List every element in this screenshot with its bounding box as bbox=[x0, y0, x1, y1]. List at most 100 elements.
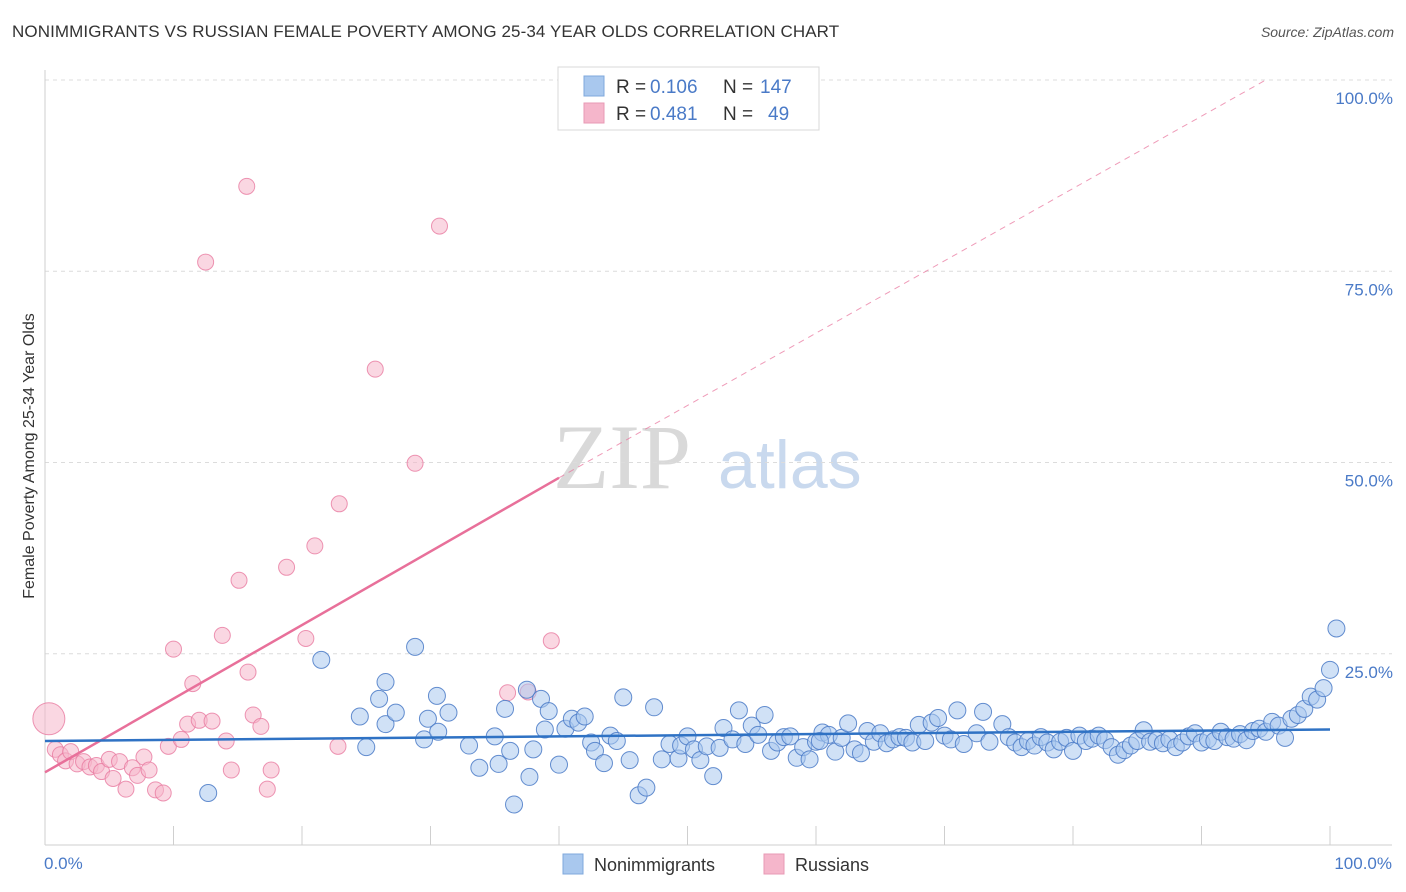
nonimmigrants-point bbox=[350, 707, 369, 726]
russians-point bbox=[430, 217, 448, 235]
russians-point bbox=[258, 780, 276, 798]
russians-points bbox=[32, 177, 560, 802]
nonimmigrants-point bbox=[839, 714, 858, 733]
nonimmigrants-point bbox=[620, 751, 639, 770]
source-label: Source: ZipAtlas.com bbox=[1260, 24, 1394, 40]
nonimmigrants-point bbox=[199, 783, 218, 802]
nonimmigrants-point bbox=[520, 767, 539, 786]
nonimmigrants-point bbox=[916, 731, 935, 750]
nonimmigrants-point bbox=[851, 744, 870, 763]
nonimmigrants-point bbox=[954, 735, 973, 754]
legend-n-label-2: N = bbox=[723, 104, 753, 125]
russians-point bbox=[32, 702, 66, 736]
nonimmigrants-point bbox=[370, 689, 389, 708]
russians-point bbox=[140, 761, 158, 779]
nonimmigrants-points bbox=[199, 619, 1346, 814]
nonimmigrants-point bbox=[755, 705, 774, 724]
x-tick-label-min: 0.0% bbox=[44, 854, 83, 873]
nonimmigrants-point bbox=[974, 702, 993, 721]
gridlines bbox=[45, 79, 1392, 655]
nonimmigrants-point bbox=[376, 673, 395, 692]
legend-n-value-2: 49 bbox=[768, 104, 789, 125]
russians-point bbox=[306, 537, 324, 555]
russians-point bbox=[499, 684, 517, 702]
series-legend-swatch-nonimmigrants bbox=[562, 853, 584, 875]
nonimmigrants-point bbox=[415, 730, 434, 749]
y-tick-labels: 25.0% 50.0% 75.0% 100.0% bbox=[1335, 89, 1393, 682]
russians-point bbox=[203, 712, 221, 730]
nonimmigrants-point bbox=[810, 731, 829, 750]
russians-point bbox=[117, 780, 135, 798]
nonimmigrants-point bbox=[470, 758, 489, 777]
nonimmigrants-point bbox=[594, 754, 613, 773]
nonimmigrants-point bbox=[386, 703, 405, 722]
nonimmigrants-point bbox=[1314, 679, 1333, 698]
nonimmigrants-trend-line bbox=[44, 728, 1331, 743]
russians-point bbox=[154, 784, 172, 802]
russians-point bbox=[213, 626, 231, 644]
nonimmigrants-point bbox=[539, 702, 558, 721]
russians-trend-line bbox=[44, 476, 560, 774]
y-tick-label-100: 100.0% bbox=[1335, 89, 1393, 108]
nonimmigrants-point bbox=[1064, 741, 1082, 760]
nonimmigrants-point bbox=[704, 767, 723, 786]
russians-point bbox=[222, 761, 240, 779]
nonimmigrants-point bbox=[781, 727, 800, 746]
nonimmigrants-point bbox=[496, 699, 515, 718]
y-tick-label-25: 25.0% bbox=[1345, 663, 1393, 682]
series-legend: Nonimmigrants Russians bbox=[562, 853, 869, 875]
legend-n-label-1: N = bbox=[723, 77, 753, 98]
nonimmigrants-point bbox=[535, 720, 554, 739]
nonimmigrants-point bbox=[800, 750, 819, 769]
nonimmigrants-point bbox=[637, 778, 656, 797]
nonimmigrants-point bbox=[575, 707, 594, 726]
russians-point bbox=[262, 761, 280, 779]
nonimmigrants-point bbox=[948, 701, 967, 720]
nonimmigrants-point bbox=[652, 750, 671, 769]
legend-swatch-blue bbox=[583, 75, 605, 97]
watermark-zip: ZIP bbox=[553, 406, 691, 508]
series-legend-russians: Russians bbox=[795, 855, 869, 875]
nonimmigrants-point bbox=[1327, 619, 1346, 638]
nonimmigrants-point bbox=[614, 688, 633, 707]
russians-point bbox=[165, 640, 182, 658]
nonimmigrants-point bbox=[406, 637, 425, 656]
nonimmigrants-point bbox=[312, 650, 331, 669]
nonimmigrants-point bbox=[729, 701, 748, 720]
nonimmigrants-point bbox=[418, 709, 437, 728]
legend-swatch-pink bbox=[583, 102, 605, 124]
russians-point bbox=[297, 629, 315, 647]
russians-point bbox=[330, 495, 348, 513]
russians-point bbox=[197, 253, 215, 271]
nonimmigrants-point bbox=[550, 755, 568, 774]
x-ticks bbox=[44, 826, 1331, 845]
nonimmigrants-point bbox=[376, 715, 395, 734]
russians-point bbox=[230, 571, 248, 589]
nonimmigrants-point bbox=[710, 738, 729, 757]
nonimmigrants-point bbox=[505, 795, 524, 814]
russians-point bbox=[542, 632, 560, 650]
legend-r-value-1: 0.106 bbox=[650, 77, 698, 98]
russians-point bbox=[406, 454, 424, 472]
nonimmigrants-point bbox=[1321, 660, 1339, 679]
nonimmigrants-point bbox=[501, 741, 520, 760]
russians-trend-extension bbox=[558, 79, 1266, 479]
trend-lines bbox=[44, 79, 1331, 774]
nonimmigrants-point bbox=[439, 703, 458, 722]
chart-title: NONIMMIGRANTS VS RUSSIAN FEMALE POVERTY … bbox=[12, 22, 840, 41]
russians-point bbox=[239, 663, 257, 681]
nonimmigrants-point bbox=[524, 740, 543, 759]
nonimmigrants-point bbox=[489, 754, 508, 773]
watermark: ZIP atlas bbox=[553, 406, 862, 508]
legend-r-value-2: 0.481 bbox=[650, 104, 698, 125]
series-legend-nonimmigrants: Nonimmigrants bbox=[594, 855, 715, 875]
legend-r-label-2: R = bbox=[616, 104, 646, 125]
nonimmigrants-point bbox=[929, 709, 948, 728]
nonimmigrants-point bbox=[645, 698, 664, 717]
x-tick-label-max: 100.0% bbox=[1334, 854, 1392, 873]
russians-point bbox=[104, 769, 122, 787]
y-axis-label: Female Poverty Among 25-34 Year Olds bbox=[21, 313, 38, 599]
legend-r-label-1: R = bbox=[616, 77, 646, 98]
nonimmigrants-point bbox=[460, 736, 479, 755]
